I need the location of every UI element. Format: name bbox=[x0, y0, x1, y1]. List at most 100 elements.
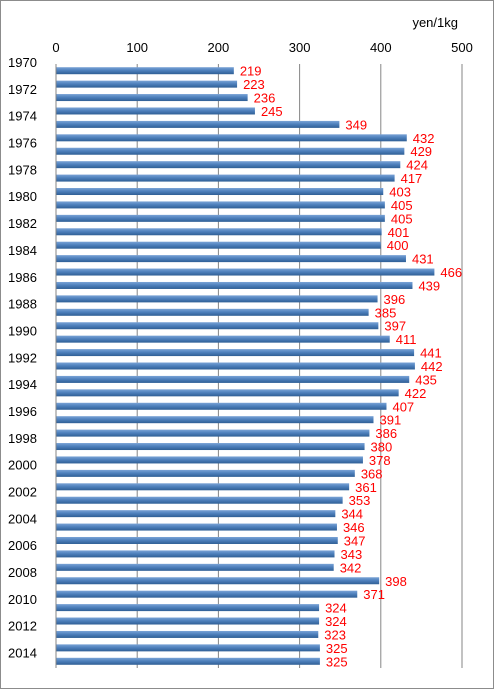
bar-2012 bbox=[56, 630, 319, 638]
data-label-2002: 353 bbox=[349, 493, 371, 508]
bar-1999 bbox=[56, 456, 363, 464]
data-label-1998: 380 bbox=[371, 440, 393, 455]
y-category-label: 1980 bbox=[8, 189, 37, 204]
data-label-1975: 432 bbox=[413, 131, 435, 146]
bar-2008 bbox=[56, 577, 380, 585]
data-label-1997: 386 bbox=[375, 426, 397, 441]
bar-1996 bbox=[56, 416, 374, 424]
bar-2011 bbox=[56, 617, 320, 625]
data-label-1973: 245 bbox=[261, 104, 283, 119]
y-category-label: 2000 bbox=[8, 458, 37, 473]
data-label-2010: 324 bbox=[325, 601, 347, 616]
bar-1982 bbox=[56, 228, 382, 236]
data-label-1994: 422 bbox=[405, 386, 427, 401]
bar-2014 bbox=[56, 657, 320, 665]
bar-2006 bbox=[56, 550, 335, 558]
y-category-label: 1972 bbox=[8, 82, 37, 97]
bar-2002 bbox=[56, 496, 343, 504]
data-label-1988: 385 bbox=[375, 305, 397, 320]
y-category-label: 2004 bbox=[8, 511, 37, 526]
x-tick-label: 200 bbox=[208, 40, 230, 55]
y-category-label: 1992 bbox=[8, 350, 37, 365]
bar-2007 bbox=[56, 563, 334, 571]
unit-label: yen/1kg bbox=[412, 15, 458, 30]
data-label-2006: 343 bbox=[341, 547, 363, 562]
data-label-1995: 407 bbox=[392, 399, 414, 414]
bar-1992 bbox=[56, 362, 415, 370]
data-label-1987: 396 bbox=[384, 292, 406, 307]
data-label-1986: 439 bbox=[418, 278, 440, 293]
data-label-1989: 397 bbox=[384, 319, 406, 334]
bar-1993 bbox=[56, 375, 410, 383]
y-category-label: 1986 bbox=[8, 270, 37, 285]
data-label-2014: 325 bbox=[326, 654, 348, 669]
y-category-label: 2002 bbox=[8, 485, 37, 500]
data-label-1982: 401 bbox=[388, 225, 410, 240]
bar-1979 bbox=[56, 188, 384, 196]
data-label-1972: 236 bbox=[254, 91, 276, 106]
bar-2000 bbox=[56, 469, 355, 477]
bar-1986 bbox=[56, 281, 413, 289]
bar-1973 bbox=[56, 107, 255, 115]
bar-1981 bbox=[56, 214, 385, 222]
bar-2001 bbox=[56, 483, 350, 491]
bar-1980 bbox=[56, 201, 385, 209]
data-label-2007: 342 bbox=[340, 560, 362, 575]
data-label-2005: 347 bbox=[344, 533, 366, 548]
bar-1998 bbox=[56, 443, 365, 451]
y-category-label: 1998 bbox=[8, 431, 37, 446]
bar-1974 bbox=[56, 120, 340, 128]
data-label-1974: 349 bbox=[345, 117, 367, 132]
bar-1984 bbox=[56, 255, 406, 263]
y-axis-labels: 1970 1972 1974 1976 1978 1980 1982 1984 1986 1988… bbox=[8, 55, 37, 661]
data-label-1979: 403 bbox=[389, 185, 411, 200]
bar-2013 bbox=[56, 644, 320, 652]
y-category-label: 1990 bbox=[8, 323, 37, 338]
data-label-2003: 344 bbox=[341, 507, 363, 522]
bar-1972 bbox=[56, 94, 248, 102]
x-tick-label: 500 bbox=[451, 40, 473, 55]
data-label-2013: 325 bbox=[326, 641, 348, 656]
data-label-1996: 391 bbox=[379, 413, 401, 428]
y-category-label: 1978 bbox=[8, 162, 37, 177]
bar-2009 bbox=[56, 590, 358, 598]
data-label-2001: 361 bbox=[355, 480, 377, 495]
bar-1989 bbox=[56, 322, 379, 330]
data-label-2008: 398 bbox=[385, 574, 407, 589]
data-label-1993: 435 bbox=[415, 372, 437, 387]
bars bbox=[56, 67, 435, 665]
y-category-label: 2012 bbox=[8, 619, 37, 634]
data-label-1985: 466 bbox=[440, 265, 462, 280]
data-label-1970: 219 bbox=[240, 64, 262, 79]
y-category-label: 2006 bbox=[8, 538, 37, 553]
data-label-1984: 431 bbox=[412, 252, 434, 267]
bar-1991 bbox=[56, 349, 415, 357]
y-category-label: 1996 bbox=[8, 404, 37, 419]
bar-2005 bbox=[56, 536, 338, 544]
y-category-label: 1976 bbox=[8, 136, 37, 151]
data-label-2012: 323 bbox=[324, 627, 346, 642]
y-category-label: 1988 bbox=[8, 297, 37, 312]
bar-1995 bbox=[56, 402, 387, 410]
y-category-label: 1974 bbox=[8, 109, 37, 124]
data-label-2000: 368 bbox=[361, 466, 383, 481]
data-label-1990: 411 bbox=[396, 332, 417, 347]
y-category-label: 1984 bbox=[8, 243, 37, 258]
y-category-label: 2010 bbox=[8, 592, 37, 607]
data-label-1991: 441 bbox=[420, 346, 442, 361]
bar-1994 bbox=[56, 389, 399, 397]
data-label-2009: 371 bbox=[363, 587, 385, 602]
x-tick-label: 400 bbox=[370, 40, 392, 55]
y-category-label: 1994 bbox=[8, 377, 37, 392]
data-label-1978: 417 bbox=[401, 171, 423, 186]
bar-1990 bbox=[56, 335, 390, 343]
bar-1997 bbox=[56, 429, 370, 437]
bar-1975 bbox=[56, 134, 407, 142]
bar-1977 bbox=[56, 161, 401, 169]
bar-1985 bbox=[56, 268, 435, 276]
bar-1976 bbox=[56, 147, 405, 155]
y-category-label: 2008 bbox=[8, 565, 37, 580]
x-tick-label: 0 bbox=[52, 40, 59, 55]
